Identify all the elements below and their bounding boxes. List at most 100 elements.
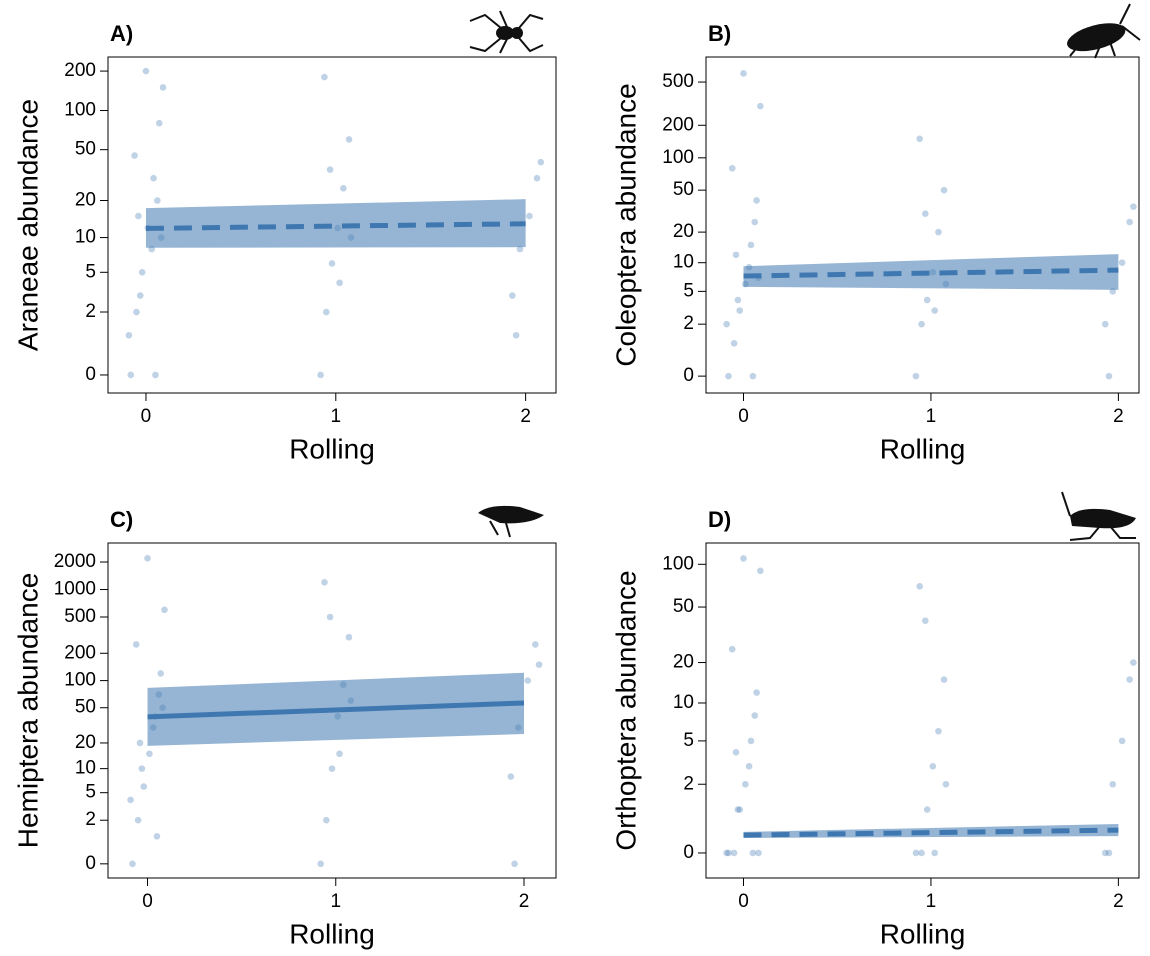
y-tick-label: 20 [75, 732, 96, 753]
plot-frame [107, 56, 557, 394]
x-tick-label: 0 [141, 406, 152, 427]
point [929, 762, 937, 770]
point [728, 164, 736, 172]
point [507, 773, 515, 780]
point [328, 260, 336, 267]
point [526, 212, 533, 220]
y-tick-label: 500 [64, 606, 96, 627]
panel: B)Coleoptera abundanceRolling02510205010… [610, 21, 1140, 464]
point [136, 739, 144, 747]
y-tick-label: 10 [75, 227, 96, 248]
x-tick-label: 2 [519, 891, 530, 912]
point [725, 372, 732, 380]
y-axis-label: Orthoptera abundance [610, 570, 641, 850]
point [533, 174, 541, 182]
point [140, 783, 148, 790]
y-tick-label: 50 [75, 139, 96, 160]
point [753, 689, 760, 696]
point [340, 184, 347, 192]
y-tick-label: 200 [662, 114, 694, 135]
point [912, 849, 920, 857]
point [328, 765, 336, 772]
point [728, 645, 736, 653]
x-tick-label: 2 [520, 406, 531, 427]
point [321, 73, 328, 81]
y-tick-label: 50 [75, 697, 96, 718]
y-tick-label: 500 [662, 71, 694, 92]
point [138, 268, 146, 276]
point [1101, 320, 1109, 328]
point [134, 816, 142, 824]
y-tick-label: 0 [683, 365, 694, 386]
y-tick-label: 5 [85, 261, 96, 282]
confidence-band [743, 254, 1119, 290]
fit-line [743, 827, 1119, 838]
y-axis-label: Hemiptera abundance [12, 573, 43, 849]
y-tick-label: 10 [673, 692, 694, 713]
x-axis-label: Rolling [880, 918, 966, 949]
point [524, 677, 532, 684]
point [745, 762, 753, 770]
point [317, 371, 324, 379]
point [1118, 737, 1126, 745]
point [127, 371, 135, 379]
plot-frame [705, 56, 1140, 394]
point [131, 152, 138, 159]
grasshopper-icon [1061, 491, 1136, 541]
point [1109, 780, 1117, 788]
y-tick-label: 10 [75, 758, 96, 779]
point [751, 218, 759, 226]
y-tick-label: 100 [64, 100, 96, 121]
point [1130, 203, 1137, 210]
point [916, 583, 923, 590]
point [336, 279, 343, 287]
y-tick-label: 0 [683, 842, 694, 863]
point [732, 748, 740, 756]
leafhopper-icon [478, 505, 544, 538]
x-tick-label: 1 [331, 406, 342, 427]
point [732, 251, 740, 259]
point [734, 296, 742, 304]
point [146, 750, 153, 758]
point [931, 307, 938, 314]
y-axis-label: Coleoptera abundance [610, 83, 641, 366]
point [531, 641, 539, 648]
panel: D)Orthoptera abundanceRolling02510205010… [610, 507, 1140, 949]
point [133, 308, 140, 316]
panel-title: D) [708, 507, 731, 532]
point [757, 567, 764, 575]
y-tick-label: 1000 [54, 579, 96, 600]
y-tick-label: 5 [683, 280, 694, 301]
point [135, 212, 142, 220]
point [747, 737, 755, 745]
point [323, 816, 330, 824]
point [935, 228, 942, 236]
point [723, 320, 730, 328]
point [1105, 372, 1113, 380]
point [912, 372, 920, 380]
point [159, 84, 167, 91]
point [730, 849, 738, 857]
point [153, 833, 161, 840]
x-tick-label: 1 [926, 406, 937, 427]
point [751, 712, 759, 719]
point [922, 210, 929, 217]
y-tick-label: 100 [662, 553, 694, 574]
point [923, 806, 931, 813]
x-tick-label: 0 [738, 891, 749, 912]
point [535, 661, 543, 668]
y-tick-label: 2 [683, 773, 694, 794]
panel-title: A) [110, 21, 133, 46]
x-tick-label: 2 [1113, 406, 1124, 427]
y-tick-label: 2000 [54, 551, 96, 572]
point [755, 849, 762, 857]
point [138, 765, 146, 772]
point [730, 340, 738, 347]
point [326, 166, 334, 173]
point [736, 307, 744, 314]
point [157, 670, 165, 677]
point [154, 197, 161, 204]
y-tick-label: 0 [85, 853, 96, 874]
x-tick-label: 1 [926, 891, 937, 912]
